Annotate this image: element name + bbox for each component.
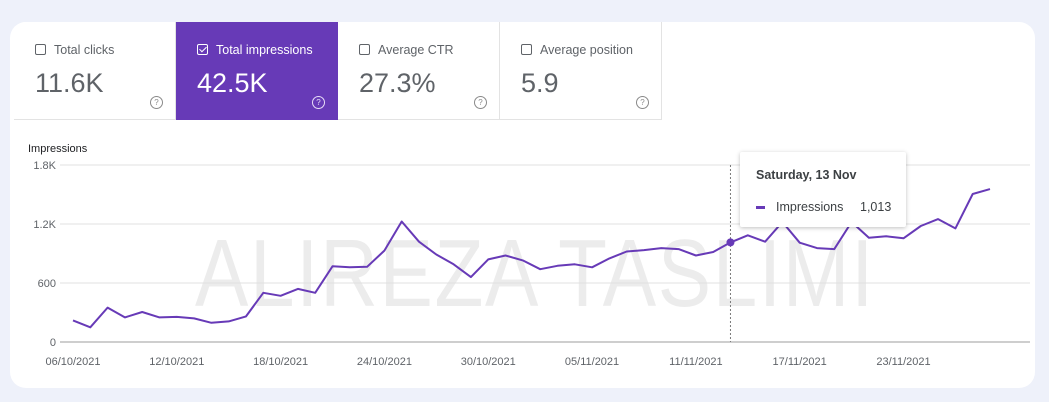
metric-average-position[interactable]: Average position 5.9 ? <box>500 22 662 120</box>
x-tick-label: 11/11/2021 <box>669 356 722 368</box>
metric-total-impressions[interactable]: Total impressions 42.5K ? <box>176 22 338 120</box>
hover-point[interactable] <box>726 238 735 247</box>
y-axis-label: Impressions <box>28 143 88 155</box>
x-tick-label: 17/11/2021 <box>773 356 827 368</box>
x-tick-label: 18/10/2021 <box>253 356 308 368</box>
help-icon[interactable]: ? <box>150 96 163 109</box>
tooltip-series-name: Impressions <box>776 200 844 214</box>
tooltip-series-value: 1,013 <box>860 200 892 214</box>
checkbox-unchecked-icon[interactable] <box>359 44 370 55</box>
checkbox-checked-icon[interactable] <box>197 44 208 55</box>
metric-value: 11.6K <box>35 68 104 98</box>
metric-label: Total impressions <box>216 43 313 57</box>
metric-label: Average position <box>540 43 633 57</box>
help-icon[interactable]: ? <box>474 96 487 109</box>
chart-tooltip: Saturday, 13 Nov Impressions 1,013 <box>740 152 906 227</box>
metric-value: 27.3% <box>359 68 436 98</box>
checkbox-unchecked-icon[interactable] <box>521 44 532 55</box>
x-tick-label: 24/10/2021 <box>357 356 412 368</box>
y-tick-label: 600 <box>38 278 56 290</box>
metric-total-clicks[interactable]: Total clicks 11.6K ? <box>14 22 176 120</box>
tooltip-date: Saturday, 13 Nov <box>756 168 857 182</box>
x-tick-label: 23/11/2021 <box>876 356 930 368</box>
metric-average-ctr[interactable]: Average CTR 27.3% ? <box>338 22 500 120</box>
metric-tabs: Total clicks 11.6K ? Total impressions 4… <box>14 22 662 120</box>
watermark: ALIREZA TASLIMI <box>195 220 875 327</box>
x-tick-label: 30/10/2021 <box>461 356 516 368</box>
metric-value: 42.5K <box>197 68 268 98</box>
series-line-impressions[interactable] <box>72 188 991 329</box>
x-tick-label: 05/11/2021 <box>565 356 619 368</box>
metric-label: Total clicks <box>54 43 115 57</box>
checkbox-unchecked-icon[interactable] <box>35 44 46 55</box>
series-swatch <box>756 206 765 209</box>
y-tick-label: 0 <box>50 337 56 349</box>
x-tick-label: 06/10/2021 <box>45 356 100 368</box>
help-icon[interactable]: ? <box>312 96 325 109</box>
y-tick-label: 1.2K <box>33 219 56 231</box>
y-tick-label: 1.8K <box>33 160 56 172</box>
x-tick-label: 12/10/2021 <box>149 356 204 368</box>
help-icon[interactable]: ? <box>636 96 649 109</box>
metric-label: Average CTR <box>378 43 454 57</box>
metric-value: 5.9 <box>521 68 559 98</box>
